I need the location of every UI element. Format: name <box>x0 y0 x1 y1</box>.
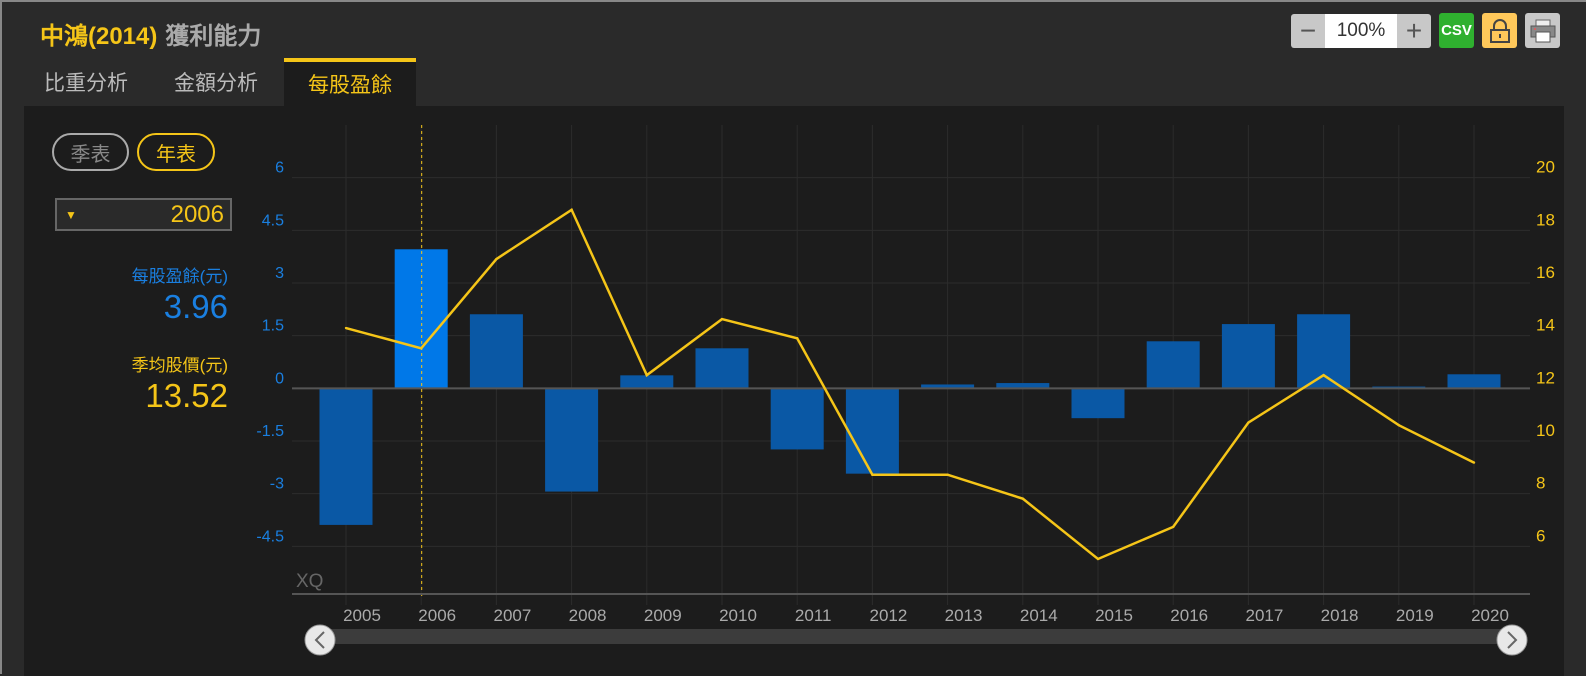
chevron-right-icon <box>1507 631 1518 649</box>
x-axis-tick-label: 2005 <box>343 606 381 625</box>
zoom-in-button[interactable]: + <box>1405 14 1423 46</box>
eps-bar <box>469 314 523 389</box>
left-axis-tick-label: 6 <box>275 160 284 177</box>
price-point <box>1096 557 1100 561</box>
eps-bar <box>695 348 749 389</box>
right-axis-tick-label: 18 <box>1536 210 1555 229</box>
zoom-value: 100% <box>1325 13 1397 48</box>
x-axis-tick-label: 2015 <box>1095 606 1133 625</box>
left-axis-tick-label: 0 <box>275 370 284 387</box>
watermark: XQ <box>296 571 323 592</box>
year-select-value: 2006 <box>170 200 224 228</box>
x-axis-tick-label: 2013 <box>945 606 983 625</box>
section-title: 獲利能力 <box>165 23 262 50</box>
eps-label: 每股盈餘(元) <box>131 267 228 286</box>
lock-button[interactable] <box>1482 13 1517 48</box>
dropdown-arrow-icon: ▼ <box>65 207 77 222</box>
eps-bar <box>1297 314 1351 389</box>
annual-toggle[interactable]: 年表 <box>137 133 215 171</box>
x-axis-tick-label: 2014 <box>1020 606 1058 625</box>
eps-bar <box>770 388 824 450</box>
tab-amount-analysis[interactable]: 金額分析 <box>174 72 258 95</box>
eps-bar <box>620 375 674 389</box>
left-axis-tick-label: -4.5 <box>256 528 284 545</box>
quarterly-toggle[interactable]: 季表 <box>52 133 129 171</box>
zoom-control: − 100% + <box>1291 13 1431 48</box>
eps-bar <box>845 388 899 474</box>
zoom-out-button[interactable]: − <box>1299 14 1317 46</box>
price-point <box>570 208 573 211</box>
price-point <box>420 347 423 350</box>
tab-weight-analysis[interactable]: 比重分析 <box>44 72 128 95</box>
right-axis-tick-label: 14 <box>1536 316 1555 335</box>
left-axis-tick-label: 4.5 <box>262 212 284 229</box>
eps-bar <box>1221 324 1275 389</box>
x-axis-tick-label: 2010 <box>719 606 757 625</box>
toolbar: − 100% + CSV <box>1291 13 1560 48</box>
price-point <box>495 257 498 261</box>
left-axis-tick-label: -3 <box>270 476 284 493</box>
x-axis-tick-label: 2017 <box>1245 606 1283 625</box>
left-axis-tick-label: -1.5 <box>256 423 284 440</box>
price-point <box>946 473 949 476</box>
price-label: 季均股價(元) <box>131 356 228 375</box>
price-point <box>1322 373 1325 377</box>
x-axis-tick-label: 2018 <box>1321 606 1359 625</box>
x-axis-tick-label: 2007 <box>493 606 531 625</box>
csv-export-button[interactable]: CSV <box>1439 13 1474 48</box>
price-value: 13.52 <box>145 377 228 414</box>
x-axis-tick-label: 2019 <box>1396 606 1434 625</box>
x-axis-tick-label: 2006 <box>418 606 456 625</box>
right-axis-tick-label: 16 <box>1536 263 1555 282</box>
scroll-left-button[interactable] <box>304 624 336 656</box>
price-point <box>1247 421 1250 424</box>
x-axis-tick-label: 2009 <box>644 606 682 625</box>
scroll-right-button[interactable] <box>1496 624 1528 656</box>
price-point <box>1397 424 1401 427</box>
eps-bar <box>921 384 975 389</box>
right-axis-tick-label: 10 <box>1536 421 1555 440</box>
timeline-scrollbar[interactable] <box>314 629 1512 644</box>
x-axis-tick-label: 2020 <box>1471 606 1509 625</box>
price-point <box>871 473 874 476</box>
price-point <box>1021 497 1024 500</box>
eps-bar <box>996 383 1050 389</box>
right-axis-tick-label: 12 <box>1536 368 1555 387</box>
page-title: 中鴻(2014) 獲利能力 <box>40 16 261 51</box>
eps-bar <box>319 388 373 525</box>
price-point <box>1172 525 1175 529</box>
lock-icon <box>1489 18 1510 43</box>
left-axis-tick-label: 3 <box>275 265 284 282</box>
eps-value: 3.96 <box>163 288 228 325</box>
right-axis-tick-label: 6 <box>1536 526 1545 545</box>
year-select[interactable]: ▼ 2006 <box>55 198 232 231</box>
price-point <box>720 317 724 321</box>
printer-icon <box>1530 19 1555 42</box>
chevron-left-icon <box>314 631 325 649</box>
eps-bar <box>545 388 599 492</box>
eps-bar <box>1071 388 1125 419</box>
right-axis-tick-label: 20 <box>1536 158 1555 177</box>
price-point <box>344 326 348 330</box>
x-axis-tick-label: 2008 <box>569 606 607 625</box>
price-point <box>1472 461 1476 464</box>
tab-eps[interactable]: 每股盈餘 <box>284 58 416 106</box>
print-button[interactable] <box>1525 13 1560 48</box>
x-axis-tick-label: 2011 <box>795 606 832 625</box>
eps-bar <box>1146 341 1200 389</box>
right-axis-tick-label: 8 <box>1536 474 1545 493</box>
eps-bar <box>1447 374 1501 389</box>
price-point <box>645 373 648 377</box>
stock-name: 中鴻(2014) <box>40 23 158 50</box>
x-axis-tick-label: 2016 <box>1170 606 1208 625</box>
tab-bar: 比重分析 金額分析 每股盈餘 <box>24 58 422 106</box>
price-line <box>345 207 1475 561</box>
price-point <box>796 337 799 340</box>
x-axis-tick-label: 2012 <box>869 606 907 625</box>
left-axis-tick-label: 1.5 <box>262 318 284 335</box>
